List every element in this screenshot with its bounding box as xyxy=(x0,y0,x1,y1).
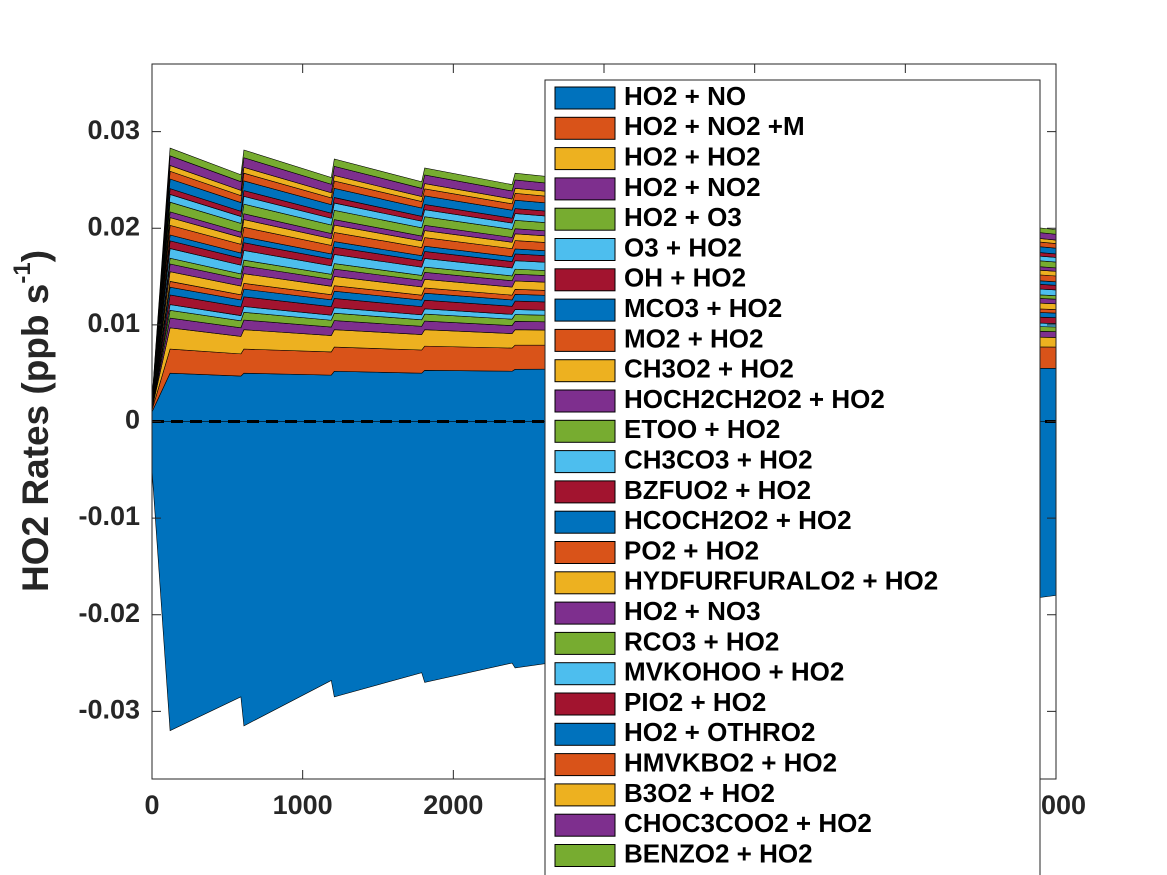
legend-swatch xyxy=(554,328,616,352)
x-tick-label: 2000 xyxy=(423,790,483,820)
y-label-sup: -1 xyxy=(9,262,36,283)
legend-label: HO2 + NO2 +M xyxy=(624,111,805,141)
legend-label: HOCH2CH2O2 + HO2 xyxy=(624,384,885,414)
legend-swatch xyxy=(554,813,616,837)
legend-label: HMVKBO2 + HO2 xyxy=(624,747,837,777)
legend-swatch xyxy=(554,692,616,716)
legend-label: ETOO + HO2 xyxy=(624,414,780,444)
legend-swatch xyxy=(554,359,616,383)
legend-swatch xyxy=(554,450,616,474)
y-tick-label: 0 xyxy=(125,405,140,435)
legend-label: HO2 + OTHRO2 xyxy=(624,717,815,747)
legend-swatch xyxy=(554,298,616,322)
y-tick-label: -0.02 xyxy=(78,598,140,628)
legend-label: HO2 + HO2 xyxy=(624,141,761,171)
legend-label: MO2 + HO2 xyxy=(624,323,763,353)
legend-swatch xyxy=(554,844,616,867)
legend-label: MCO3 + HO2 xyxy=(624,293,782,323)
legend-label: BZFUO2 + HO2 xyxy=(624,475,811,505)
y-label-close: ) xyxy=(15,250,56,262)
legend-label: OH + HO2 xyxy=(624,263,746,293)
legend-label: CH3CO3 + HO2 xyxy=(624,444,813,474)
legend-label: HO2 + NO xyxy=(624,81,746,111)
legend-box xyxy=(544,79,1041,875)
legend-swatch xyxy=(554,783,616,807)
legend-label: HO2 + O3 xyxy=(624,202,742,232)
legend-swatch xyxy=(554,722,616,746)
legend-swatch xyxy=(554,541,616,564)
legend-swatch xyxy=(554,86,616,110)
legend-swatch xyxy=(554,571,616,595)
legend-label: HYDFURFURALO2 + HO2 xyxy=(624,566,938,596)
legend-swatch xyxy=(554,419,616,443)
legend-label: BENZO2 + HO2 xyxy=(624,838,813,868)
legend-swatch xyxy=(554,389,616,413)
legend-label: MVKOHOO + HO2 xyxy=(624,657,844,687)
legend-swatch xyxy=(554,601,616,625)
y-tick-label: -0.01 xyxy=(78,501,140,531)
y-tick-label: 0.02 xyxy=(87,211,140,241)
legend-swatch xyxy=(554,238,616,261)
legend-swatch xyxy=(554,631,616,655)
legend-label: PO2 + HO2 xyxy=(624,535,759,565)
legend-label: PIO2 + HO2 xyxy=(624,687,766,717)
legend-label: HCOCH2O2 + HO2 xyxy=(624,505,852,535)
legend-swatch xyxy=(554,480,616,504)
legend-swatch xyxy=(554,177,616,201)
x-tick-label: 0 xyxy=(144,790,159,820)
legend-swatch xyxy=(554,510,616,534)
y-tick-label: 0.03 xyxy=(87,115,140,145)
legend-swatch xyxy=(554,662,616,686)
y-axis-label: HO2 Rates (ppb s-1) xyxy=(9,250,55,592)
legend-label: RCO3 + HO2 xyxy=(624,626,779,656)
legend-swatch xyxy=(554,753,616,777)
y-tick-label: 0.01 xyxy=(87,308,140,338)
legend-label: B3O2 + HO2 xyxy=(624,778,775,808)
legend-label: CHOC3COO2 + HO2 xyxy=(624,808,872,838)
legend-label: O3 + HO2 xyxy=(624,232,742,262)
legend-swatch xyxy=(554,147,616,171)
legend-label: HO2 + NO2 xyxy=(624,172,761,202)
legend-label: CH3O2 + HO2 xyxy=(624,354,794,384)
legend-swatch xyxy=(554,207,616,231)
y-label-text: HO2 Rates (ppb s xyxy=(15,284,56,592)
x-tick-label: 1000 xyxy=(273,790,333,820)
legend-swatch xyxy=(554,268,616,292)
y-tick-label: -0.03 xyxy=(78,694,140,724)
legend-label: HO2 + NO3 xyxy=(624,596,761,626)
legend-swatch xyxy=(554,116,616,140)
